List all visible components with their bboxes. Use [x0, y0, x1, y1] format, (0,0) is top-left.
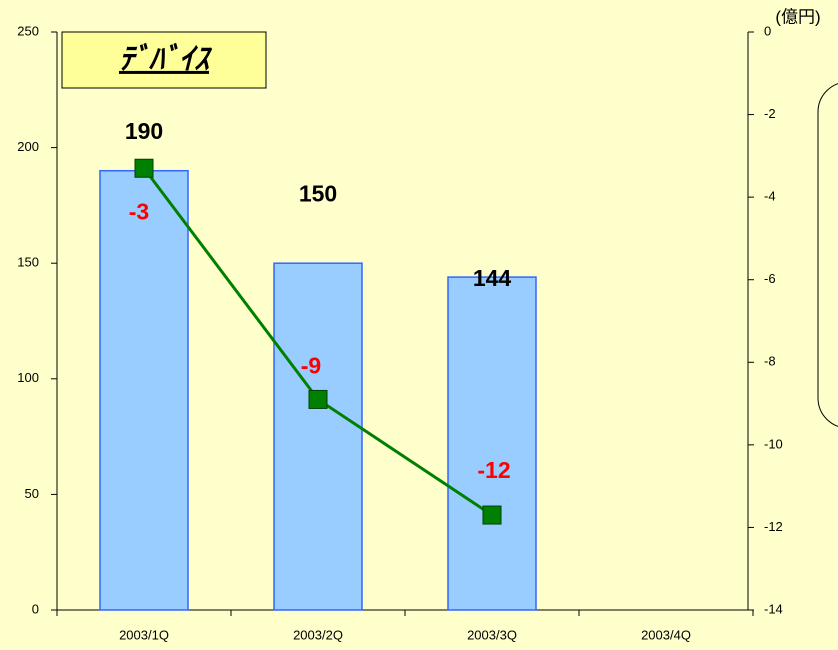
bar — [273, 262, 363, 611]
y2-tick-label: -10 — [764, 436, 783, 451]
note-box — [817, 83, 838, 427]
y2-tick-label: -2 — [764, 106, 776, 121]
x-tick-label: 2003/4Q — [641, 627, 691, 642]
y-tick-label: 0 — [32, 601, 39, 616]
line-marker — [134, 158, 154, 178]
y2-tick-label: -12 — [764, 519, 783, 534]
chart-title: ﾃﾞﾊﾞｲｽ — [119, 42, 213, 76]
line-value-label: -12 — [477, 457, 510, 483]
line-value-label: -3 — [129, 198, 149, 224]
bar-value-label: 150 — [299, 180, 337, 206]
y-tick-label: 250 — [17, 23, 39, 38]
x-tick-label: 2003/2Q — [293, 627, 343, 642]
y2-tick-label: -4 — [764, 189, 776, 204]
y-tick-label: 200 — [17, 139, 39, 154]
bar — [447, 276, 537, 611]
title-box — [61, 31, 267, 89]
y2-tick-label: -8 — [764, 354, 776, 369]
line-marker — [482, 505, 502, 525]
y-tick-label: 150 — [17, 255, 39, 270]
bar — [99, 169, 189, 611]
y2-tick-label: -14 — [764, 601, 783, 616]
x-tick-label: 2003/1Q — [119, 627, 169, 642]
y2-tick-label: 0 — [764, 23, 771, 38]
line-value-label: -9 — [301, 353, 321, 379]
bar-value-label: 144 — [473, 265, 512, 291]
line-marker — [308, 389, 328, 409]
x-tick-label: 2003/3Q — [467, 627, 517, 642]
y2-axis-label: (億円) — [775, 7, 820, 26]
y-tick-label: 100 — [17, 370, 39, 385]
y-tick-label: 50 — [25, 486, 39, 501]
bar-value-label: 190 — [125, 118, 163, 144]
y2-tick-label: -6 — [764, 271, 776, 286]
